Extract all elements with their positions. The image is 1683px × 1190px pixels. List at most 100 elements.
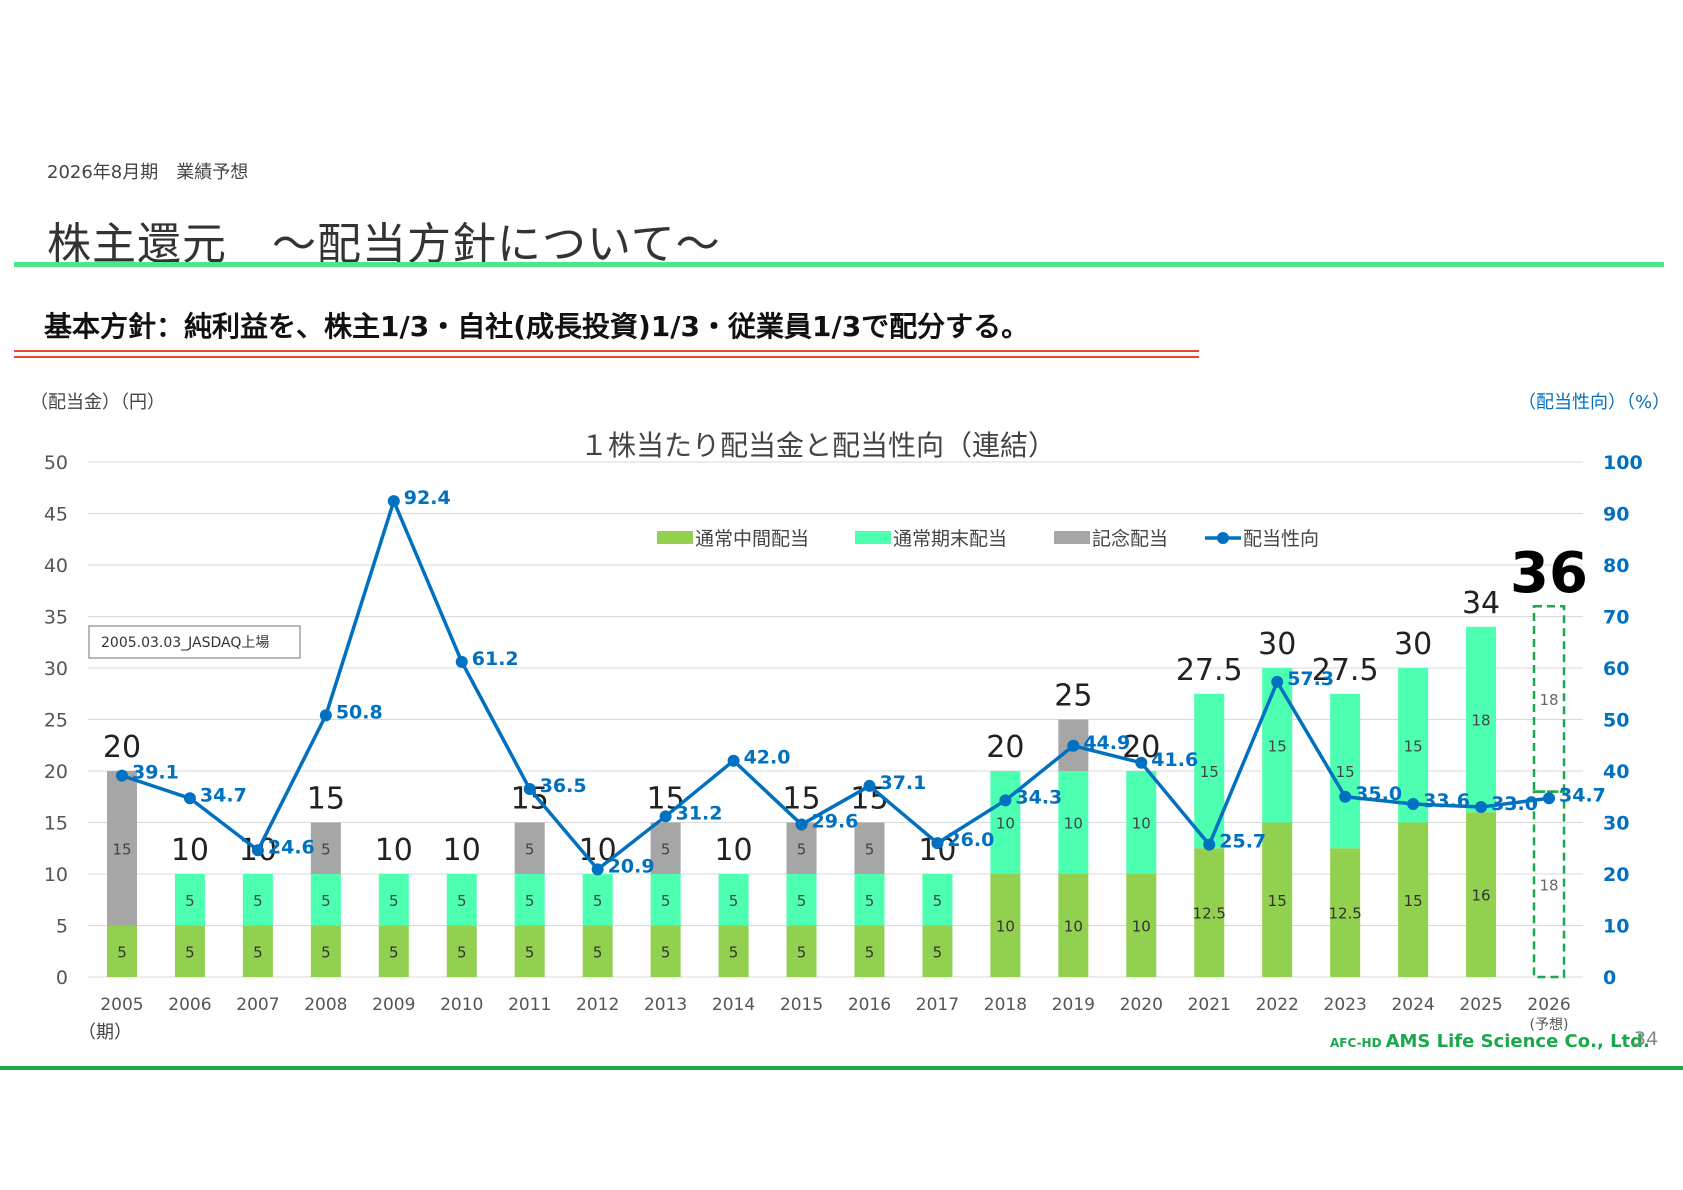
x-tick-label: 2018 [984, 995, 1027, 1015]
bar-segment-label: 5 [933, 943, 943, 961]
x-tick-label: 2011 [508, 995, 551, 1015]
x-ticks: 2005 2006 2007 2008 2009 2010 2011 2012 2013 2014… [100, 995, 1570, 1033]
bar-segment-label: 5 [865, 943, 875, 961]
bar-segment-label: 15 [1336, 763, 1355, 781]
y-left-tick-label: 20 [44, 761, 68, 783]
payout-point [1135, 756, 1148, 769]
payout-point [1067, 739, 1080, 752]
bar-segment [1262, 668, 1293, 823]
x-axis-unit-label: （期） [78, 1022, 132, 1043]
bar-segment-label: 10 [1064, 815, 1083, 833]
payout-label: 36.5 [540, 775, 587, 797]
title-underline [14, 262, 1664, 267]
bar-segment-label: 15 [1404, 737, 1423, 755]
x-tick-label: 2022 [1256, 995, 1299, 1015]
bar-segment-label: 5 [525, 892, 535, 910]
bar-segment [1398, 822, 1429, 977]
y-left-tick-label: 45 [44, 504, 68, 526]
payout-point [115, 769, 128, 782]
payout-label: 31.2 [676, 802, 723, 824]
payout-point [183, 792, 196, 805]
x-tick-label: 2021 [1188, 995, 1231, 1015]
x-tick-label: 2025 [1459, 995, 1502, 1015]
bar-segment [310, 822, 341, 874]
bar-segment [1330, 848, 1361, 977]
x-tick-label: 2010 [440, 995, 483, 1015]
bar-segment-label: 10 [1132, 918, 1151, 936]
payout-point [1339, 790, 1352, 803]
bar-segment [1466, 626, 1497, 813]
page-number: 34 [1634, 1028, 1659, 1050]
listing-annotation-text: 2005.03.03_JASDAQ上場 [101, 635, 269, 651]
legend: 通常中間配当 通常期末配当 記念配当 配当性向 [657, 527, 1319, 550]
payout-label: 26.0 [947, 829, 994, 851]
payout-point [999, 794, 1012, 807]
payout-point [863, 779, 876, 792]
payout-ratio-line [121, 496, 1550, 872]
x-tick-label: 2026 [1527, 995, 1570, 1015]
bar-segment-label: 5 [321, 892, 331, 910]
bar-segment [1466, 812, 1497, 977]
bar-total-label: 10 [443, 833, 481, 868]
bar-segment [786, 925, 817, 977]
legend-marker [1217, 532, 1229, 544]
x-tick-label: 2014 [712, 995, 755, 1015]
bar-segment-label: 5 [661, 840, 671, 858]
bar-segment [174, 925, 205, 977]
payout-label: 33.0 [1491, 793, 1538, 815]
payout-label: 20.9 [608, 855, 655, 877]
y-left-tick-label: 35 [44, 607, 68, 629]
dividend-policy-statement: 基本方針：純利益を、株主1/3・自社(成長投資)1/3・従業員1/3で配分する。 [44, 310, 1030, 343]
bar-segment-label: 15 [1268, 892, 1287, 910]
payout-point [795, 818, 808, 831]
bar-segment-label: 5 [661, 892, 671, 910]
y-right-tick-label: 30 [1603, 813, 1629, 835]
y-right-tick-label: 40 [1603, 761, 1629, 783]
bar-segment-label: 5 [457, 943, 467, 961]
bar-segment [718, 874, 749, 926]
x-tick-label: 2016 [848, 995, 891, 1015]
bar-segment [310, 925, 341, 977]
bar-segment-label: 5 [593, 943, 603, 961]
bar-segment-label: 5 [525, 943, 535, 961]
bar-segment [650, 925, 681, 977]
payout-point [727, 754, 740, 767]
bar-segment [854, 822, 885, 874]
page-title: 株主還元 ～配当方針について～ [47, 219, 721, 270]
y-right-tick-label: 0 [1603, 967, 1616, 989]
bar-total-label: 27.5 [1176, 653, 1243, 688]
bar-total-label: 30 [1258, 627, 1296, 662]
bar-segment-label: 5 [117, 943, 127, 961]
bar-segment-label: 5 [525, 840, 535, 858]
bar-segment-label: 5 [797, 840, 807, 858]
bar-segment [1058, 771, 1089, 874]
bar-total-label: 27.5 [1312, 653, 1379, 688]
bar-segment-label: 5 [661, 943, 671, 961]
bar-segment-label: 16 [1472, 887, 1491, 905]
bar-segment [854, 874, 885, 926]
bar-segment-label: 5 [185, 943, 195, 961]
bar-segment-label: 10 [996, 918, 1015, 936]
bar-segment-label: 12.5 [1193, 905, 1226, 923]
bar-segment [446, 925, 477, 977]
bar-segment-label: 5 [321, 943, 331, 961]
payout-label: 50.8 [336, 701, 383, 723]
bar-total-label: 20 [986, 730, 1024, 765]
bar-segment-label: 5 [185, 892, 195, 910]
policy-underline-top [14, 350, 1199, 352]
bar-segment [990, 771, 1021, 874]
footer-rule [0, 1066, 1683, 1070]
payout-point [1407, 797, 1420, 810]
y-right-tick-label: 60 [1603, 658, 1629, 680]
bar-segment [1194, 848, 1225, 977]
bar-segment [582, 874, 613, 926]
legend-swatch [855, 531, 891, 544]
y-left-axis-label: （配当金）（円） [30, 392, 165, 413]
bar-total-label: 20 [103, 730, 141, 765]
y-left-tick-label: 40 [44, 555, 68, 577]
payout-label: 42.0 [744, 747, 791, 769]
legend-label: 通常期末配当 [893, 528, 1007, 550]
y-right-tick-label: 70 [1603, 607, 1629, 629]
bar-total-label: 36 [1510, 541, 1588, 606]
payout-label: 29.6 [812, 811, 859, 833]
